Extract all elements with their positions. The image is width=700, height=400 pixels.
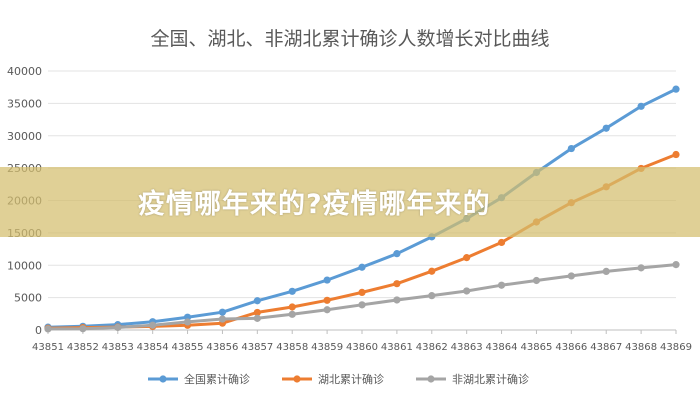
data-point [567, 272, 575, 280]
data-point [218, 308, 227, 316]
x-tick-label: 43862 [416, 342, 448, 353]
data-point [393, 280, 401, 288]
data-point [463, 254, 471, 262]
data-point [672, 150, 680, 159]
overlay-banner [0, 167, 700, 237]
x-tick-label: 43855 [172, 342, 204, 353]
y-tick-label: 10000 [7, 259, 42, 272]
data-point [428, 292, 436, 300]
x-tick-label: 43856 [206, 342, 238, 353]
data-point [602, 124, 610, 132]
data-point [183, 318, 192, 326]
data-point [637, 264, 645, 272]
data-point [567, 144, 575, 153]
data-point [393, 250, 401, 258]
y-tick-label: 40000 [7, 65, 42, 78]
data-point [672, 85, 680, 93]
data-point [79, 325, 87, 333]
y-tick-label: 35000 [7, 97, 42, 110]
x-tick-label: 43858 [276, 342, 308, 353]
x-tick-label: 43860 [346, 342, 378, 353]
data-point [497, 281, 506, 289]
data-point [253, 314, 261, 322]
data-point [393, 296, 401, 304]
legend-label: 非湖北累计确诊 [452, 372, 529, 386]
series-line [47, 263, 677, 331]
data-point [44, 325, 52, 333]
data-point [428, 267, 436, 275]
data-point [602, 267, 610, 276]
data-point [532, 276, 541, 285]
data-point [672, 261, 680, 269]
data-point [358, 301, 366, 309]
x-tick-label: 43867 [590, 342, 622, 353]
data-point [358, 263, 366, 271]
x-tick-label: 43853 [102, 342, 134, 353]
banner-text: 疫情哪年来的?疫情哪年来的 [138, 189, 491, 220]
x-tick-label: 43864 [486, 342, 518, 353]
y-tick-label: 30000 [7, 130, 42, 143]
x-tick-label: 43857 [241, 342, 273, 353]
legend-marker [427, 375, 435, 383]
legend-marker [293, 375, 301, 383]
legend-label: 湖北累计确诊 [318, 372, 384, 386]
data-point [253, 308, 261, 317]
x-tick-label: 43859 [311, 342, 343, 353]
data-point [218, 315, 227, 323]
y-tick-label: 0 [35, 324, 42, 337]
data-point [288, 310, 296, 318]
x-tick-label: 43869 [660, 342, 692, 353]
x-tick-label: 43851 [32, 342, 64, 353]
x-tick-label: 43861 [381, 342, 413, 353]
data-point [323, 306, 331, 314]
y-tick-label: 5000 [14, 292, 42, 305]
x-tick-label: 43866 [555, 342, 587, 353]
data-point [253, 297, 261, 305]
data-point [497, 238, 506, 247]
data-point [288, 287, 296, 295]
data-point [114, 323, 122, 332]
x-tick-label: 43865 [520, 342, 552, 353]
data-point [323, 276, 331, 284]
data-point [358, 288, 366, 297]
x-tick-label: 43852 [67, 342, 99, 353]
data-point [323, 296, 331, 304]
chart-title: 全国、湖北、非湖北累计确诊人数增长对比曲线 [150, 28, 549, 50]
data-point [149, 321, 157, 329]
data-point [463, 287, 471, 295]
data-point [637, 102, 645, 110]
legend: 全国累计确诊 湖北累计确诊 非湖北累计确诊 [148, 372, 529, 386]
x-tick-label: 43863 [451, 342, 483, 353]
x-tick-label: 43868 [625, 342, 657, 353]
legend-marker [159, 375, 167, 383]
legend-label: 全国累计确诊 [184, 372, 250, 386]
data-point [288, 303, 296, 311]
x-tick-label: 43854 [137, 342, 169, 353]
